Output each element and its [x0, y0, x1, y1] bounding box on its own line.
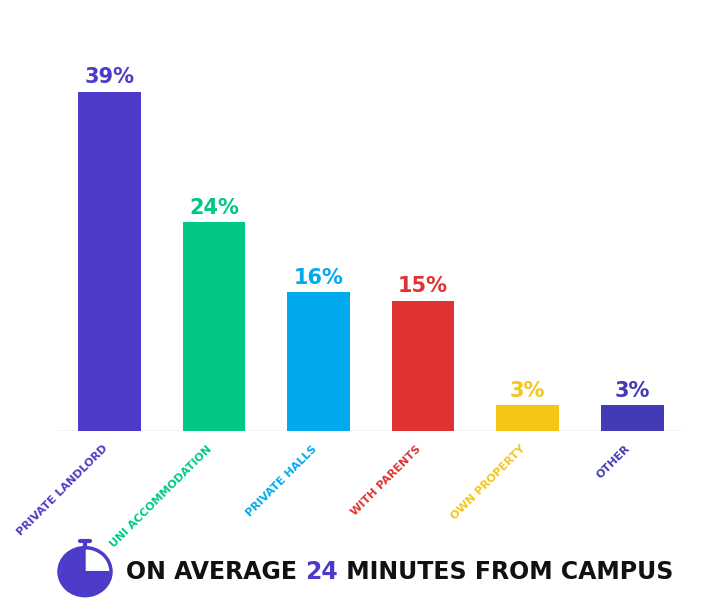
- Bar: [496, 405, 559, 431]
- Text: PRIVATE LANDLORD: PRIVATE LANDLORD: [15, 444, 109, 538]
- Text: 3%: 3%: [510, 381, 545, 401]
- Bar: [287, 292, 350, 431]
- Text: OWN PROPERTY: OWN PROPERTY: [450, 444, 528, 522]
- Text: ON AVERAGE: ON AVERAGE: [126, 560, 305, 583]
- Text: MINUTES FROM CAMPUS: MINUTES FROM CAMPUS: [338, 560, 673, 583]
- Bar: [601, 405, 664, 431]
- Wedge shape: [61, 549, 109, 594]
- Text: 24%: 24%: [189, 198, 239, 218]
- Bar: [391, 301, 454, 431]
- Text: 15%: 15%: [398, 277, 448, 296]
- Text: PRIVATE HALLS: PRIVATE HALLS: [244, 444, 319, 518]
- Text: 24: 24: [305, 560, 338, 583]
- Bar: [78, 92, 140, 431]
- Text: 3%: 3%: [615, 381, 650, 401]
- Bar: [183, 222, 245, 431]
- Text: WITH PARENTS: WITH PARENTS: [349, 444, 423, 517]
- Text: 16%: 16%: [294, 267, 344, 288]
- Text: UNI ACCOMMODATION: UNI ACCOMMODATION: [108, 444, 214, 549]
- Text: OTHER: OTHER: [595, 444, 632, 480]
- Text: 39%: 39%: [84, 67, 134, 87]
